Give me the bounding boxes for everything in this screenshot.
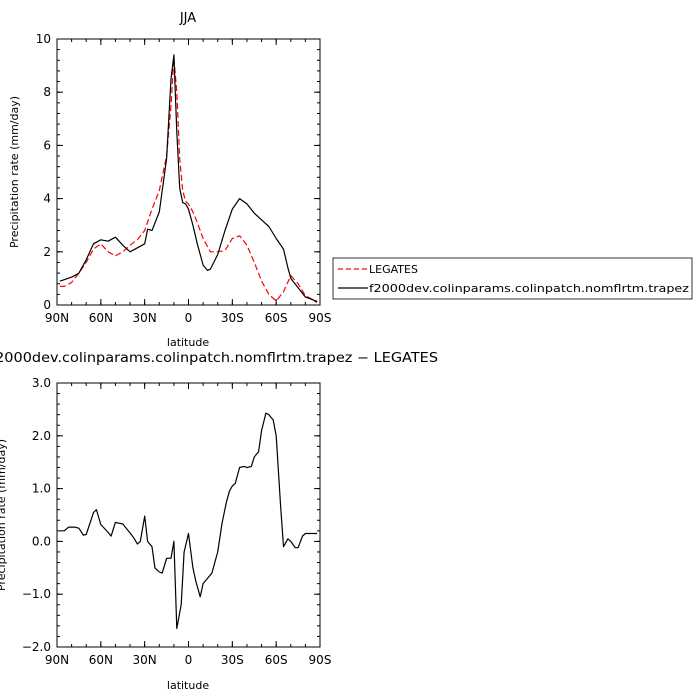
- top-y-tick-label: 10: [36, 32, 51, 46]
- top-x-tick-label: 30N: [133, 311, 157, 325]
- top-series-line-0: [59, 56, 318, 302]
- top-x-tick-label: 90N: [45, 311, 69, 325]
- bottom-series-line-0: [59, 412, 318, 630]
- bottom-x-tick-label: 60N: [89, 653, 113, 667]
- top-x-tick-label: 60N: [89, 311, 113, 325]
- top-x-tick-label: 30S: [221, 311, 244, 325]
- bottom-y-tick-label: −1.0: [22, 587, 51, 601]
- bottom-x-tick-label: 0: [185, 653, 193, 667]
- plot-frame-bottom: [56, 382, 321, 648]
- bottom-y-tick-label: 1.0: [32, 482, 51, 496]
- y-axis-label-top: Precipitation rate (mm/day): [8, 96, 21, 248]
- bottom-y-tick-label: −2.0: [22, 640, 51, 654]
- top-y-tick-label: 2: [43, 245, 51, 259]
- legend-box: [332, 257, 693, 300]
- top-y-tick-label: 6: [43, 138, 51, 152]
- legend-label-legates: LEGATES: [369, 263, 418, 276]
- bottom-x-tick-label: 60S: [265, 653, 288, 667]
- bottom-y-tick-label: 0.0: [32, 534, 51, 548]
- series-group-bottom: [59, 412, 318, 630]
- top-y-tick-label: 8: [43, 85, 51, 99]
- tick-group-bottom: 90N 60N 30N 0 30S 60S 90S −2.0 −1.0 0.0 1.0 2.0 3.0: [22, 376, 332, 667]
- top-x-tick-label: 90S: [309, 311, 332, 325]
- x-axis-label-top: latitude: [167, 336, 209, 349]
- plot-frame-top: [56, 38, 321, 306]
- top-y-tick-label: 4: [43, 192, 51, 206]
- bottom-x-tick-label: 30S: [221, 653, 244, 667]
- chart-panel-bottom: f2000dev.colinparams.colinpatch.nomflrtm…: [0, 351, 438, 692]
- bottom-y-tick-label: 3.0: [32, 376, 51, 390]
- bottom-x-tick-label: 30N: [133, 653, 157, 667]
- top-y-tick-label: 0: [43, 298, 51, 312]
- tick-group-top: 90N 60N 30N 0 30S 60S 90S 0 2 4 6 8 10: [36, 32, 332, 325]
- bottom-x-tick-label: 90S: [309, 653, 332, 667]
- chart-title-top: JJA: [179, 11, 196, 26]
- legend: LEGATES f2000dev.colinparams.colinpatch.…: [332, 257, 693, 300]
- top-series-line-1: [59, 54, 318, 303]
- legend-label-model: f2000dev.colinparams.colinpatch.nomflrtm…: [369, 282, 689, 295]
- top-x-tick-label: 0: [185, 311, 193, 325]
- x-axis-label-bottom: latitude: [167, 679, 209, 692]
- y-axis-label-bottom: Precipitation rate (mm/day): [0, 439, 8, 591]
- top-x-tick-label: 60S: [265, 311, 288, 325]
- series-group-top: [59, 54, 318, 303]
- bottom-y-tick-label: 2.0: [32, 429, 51, 443]
- chart-title-bottom: f2000dev.colinparams.colinpatch.nomflrtm…: [0, 351, 438, 366]
- bottom-x-tick-label: 90N: [45, 653, 69, 667]
